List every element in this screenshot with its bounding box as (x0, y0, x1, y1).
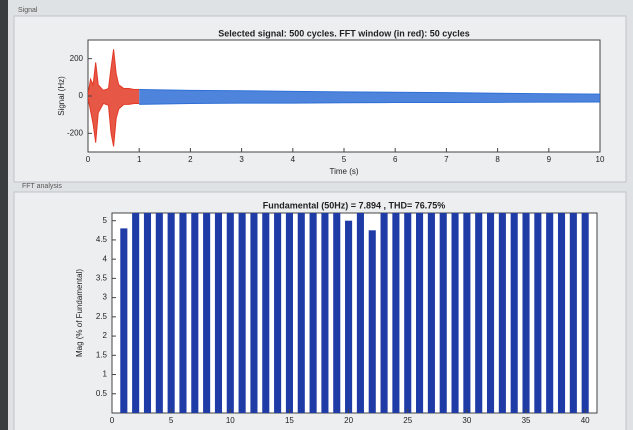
bar (392, 213, 400, 413)
bar (120, 228, 128, 413)
panel-label: FFT analysis (22, 183, 62, 190)
bar (167, 213, 175, 413)
y-tick-label: 4.5 (96, 235, 108, 244)
x-tick-label: 0 (86, 155, 91, 164)
x-tick-label: 25 (403, 416, 412, 425)
bar (345, 220, 353, 413)
x-tick-label: 5 (342, 155, 347, 164)
y-axis-label: Mag (% of Fundamental) (75, 269, 84, 357)
screen-edge (0, 0, 8, 430)
x-tick-label: 10 (596, 155, 605, 164)
bar (427, 213, 435, 413)
signal-upper (88, 49, 140, 95)
x-tick-label: 10 (226, 416, 235, 425)
bar (262, 213, 270, 413)
x-tick-label: 3 (239, 155, 244, 164)
bar (143, 213, 152, 413)
bar (534, 213, 542, 413)
bar (214, 213, 223, 413)
y-tick-label: -200 (67, 128, 84, 137)
bar (226, 213, 234, 413)
bar (451, 213, 459, 413)
y-tick-label: 1 (103, 370, 108, 379)
chart-title: Fundamental (50Hz) = 7.894 , THD= 76.75% (263, 200, 446, 210)
bar (463, 213, 471, 413)
x-tick-label: 35 (522, 416, 531, 425)
x-tick-label: 5 (169, 416, 174, 425)
bar (522, 213, 530, 413)
y-tick-label: 3.5 (96, 273, 108, 282)
plot-marks (88, 49, 600, 147)
y-tick-label: 0 (79, 91, 84, 100)
x-tick-label: 7 (444, 155, 449, 164)
bar (368, 230, 376, 413)
chart-title: Selected signal: 500 cycles. FFT window … (218, 28, 470, 38)
x-tick-label: 4 (291, 155, 296, 164)
signal-envelope-fill (88, 49, 140, 147)
y-tick-label: 0.5 (96, 389, 108, 398)
x-tick-label: 2 (188, 155, 193, 164)
x-axis-label: Time (s) (329, 167, 358, 176)
y-tick-label: 3 (103, 293, 108, 302)
bar (155, 213, 163, 413)
x-tick-label: 15 (285, 416, 294, 425)
x-tick-label: 0 (110, 416, 115, 425)
panel-label: Signal (18, 7, 38, 14)
bar (546, 213, 554, 413)
x-tick-label: 20 (344, 416, 353, 425)
bar (404, 213, 412, 413)
bar (250, 213, 258, 413)
y-axis-label: Signal (Hz) (57, 76, 66, 116)
x-tick-label: 8 (495, 155, 500, 164)
bar (475, 213, 483, 413)
bar (203, 213, 211, 413)
bar (380, 213, 388, 413)
y-tick-label: 2 (103, 331, 108, 340)
bar (557, 213, 566, 413)
bar (238, 213, 246, 413)
bar (285, 213, 293, 413)
y-tick-label: 1.5 (96, 350, 108, 359)
y-tick-label: 5 (103, 216, 108, 225)
x-tick-label: 1 (137, 155, 142, 164)
y-tick-label: 2.5 (96, 312, 108, 321)
bar (179, 213, 187, 413)
bar (498, 213, 506, 413)
bar (569, 213, 577, 413)
signal-lower (139, 101, 600, 105)
x-tick-label: 30 (462, 416, 471, 425)
signal-upper (139, 88, 600, 95)
signal-lower (88, 97, 140, 147)
bar (356, 213, 364, 413)
bar (132, 213, 140, 413)
y-tick-label: 4 (103, 254, 108, 263)
bar (333, 213, 341, 413)
bar (321, 213, 329, 413)
bar (191, 213, 199, 413)
x-tick-label: 40 (581, 416, 590, 425)
x-tick-label: 6 (393, 155, 398, 164)
bar (439, 213, 447, 413)
bar (297, 213, 305, 413)
y-tick-label: 200 (70, 54, 84, 63)
bar (510, 213, 518, 413)
bar (581, 213, 589, 413)
x-tick-label: 9 (547, 155, 552, 164)
bar (416, 213, 424, 413)
bar (274, 213, 282, 413)
bar (486, 213, 495, 413)
plot-marks (120, 213, 589, 413)
bar (309, 213, 317, 413)
